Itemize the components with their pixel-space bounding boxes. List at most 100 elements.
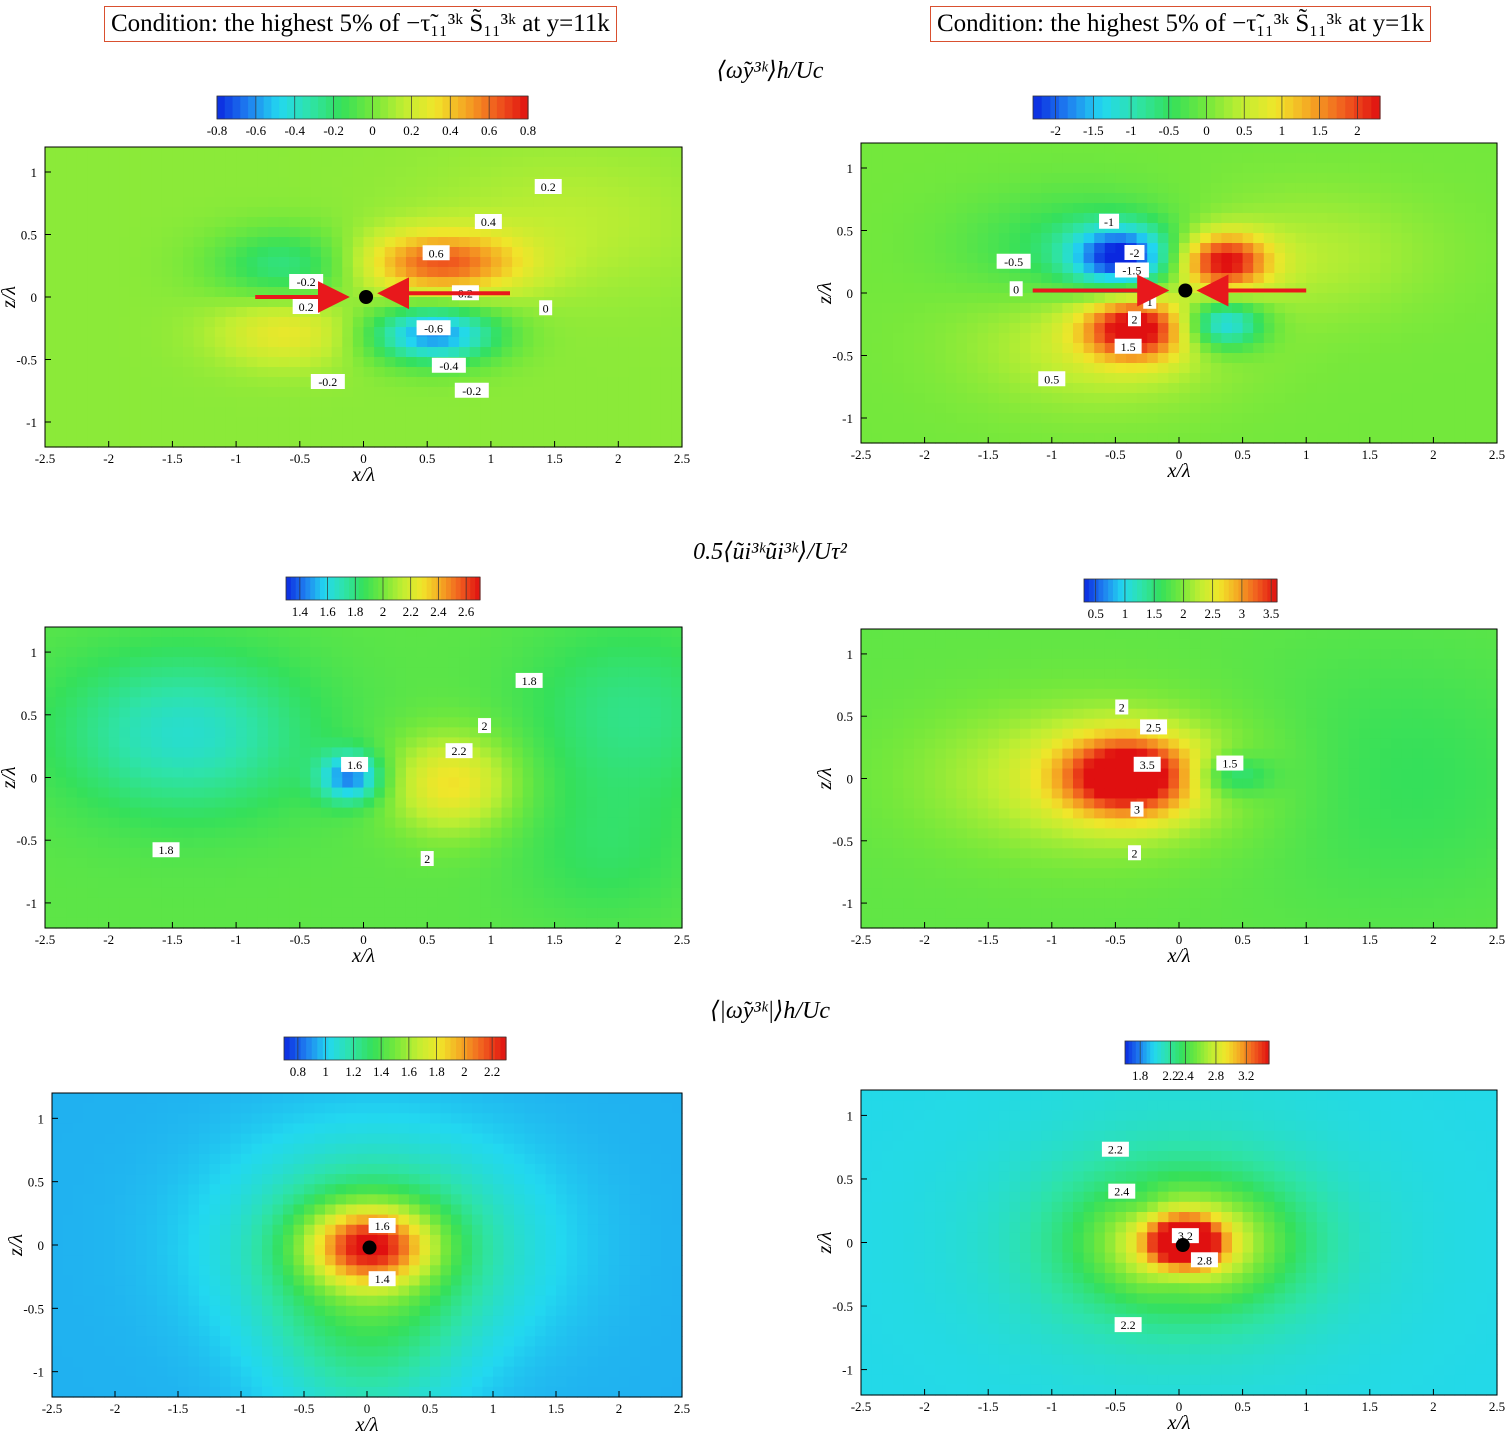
heatmap-cell	[405, 877, 418, 889]
heatmap-cell	[1380, 373, 1392, 384]
heatmap-cell	[448, 427, 460, 438]
heatmap-cell	[1380, 323, 1392, 334]
heatmap-cell	[246, 767, 258, 779]
heatmap-cell	[1083, 193, 1095, 204]
heatmap-cell	[1327, 163, 1339, 174]
heatmap-cell	[660, 147, 672, 158]
heatmap-cell	[1444, 283, 1456, 294]
heatmap-cell	[45, 387, 57, 398]
heatmap-cell	[384, 697, 396, 708]
heatmap-cell	[1073, 433, 1085, 444]
heatmap-cell	[384, 787, 396, 799]
heatmap-cell	[384, 827, 396, 839]
heatmap-cell	[395, 637, 407, 648]
heatmap-cell	[1380, 243, 1392, 254]
heatmap-cell	[363, 427, 375, 438]
heatmap-cell	[119, 407, 131, 418]
heatmap-cell	[172, 737, 184, 748]
heatmap-cell	[299, 247, 312, 258]
heatmap-cell	[1369, 303, 1381, 314]
heatmap-cell	[374, 627, 386, 638]
heatmap-cell	[321, 337, 333, 348]
heatmap-cell	[618, 267, 630, 278]
heatmap-cell	[554, 207, 566, 218]
heatmap-cell	[1030, 173, 1042, 184]
colorbar-tick-label: 0	[1203, 123, 1210, 138]
heatmap-cell	[469, 257, 481, 268]
contour-label-bg	[1114, 262, 1149, 278]
y-tick-label: 0	[31, 290, 38, 305]
heatmap-cell	[988, 393, 1000, 404]
heatmap-cell	[914, 323, 926, 334]
heatmap-cell	[671, 417, 683, 428]
heatmap-cell	[278, 837, 290, 849]
heatmap-cell	[1306, 433, 1318, 444]
heatmap-cell	[1200, 253, 1212, 264]
heatmap-cell	[1295, 283, 1307, 294]
heatmap-cell	[1200, 433, 1212, 444]
heatmap-cell	[76, 887, 89, 899]
heatmap-cell	[1051, 153, 1063, 164]
heatmap-cell	[650, 267, 662, 278]
heatmap-cell	[586, 247, 598, 258]
heatmap-cell	[1285, 263, 1297, 274]
heatmap-cell	[1412, 143, 1424, 154]
heatmap-cell	[861, 353, 873, 364]
heatmap-cell	[480, 167, 492, 178]
heatmap-cell	[967, 363, 979, 374]
heatmap-cell	[1338, 343, 1350, 354]
heatmap-cell	[871, 413, 883, 424]
heatmap-cell	[55, 397, 67, 408]
heatmap-cell	[278, 387, 290, 398]
heatmap-cell	[225, 337, 237, 348]
heatmap-cell	[87, 257, 99, 268]
heatmap-cell	[998, 233, 1010, 244]
heatmap-cell	[903, 303, 915, 314]
heatmap-cell	[1486, 173, 1498, 184]
heatmap-cell	[1094, 323, 1106, 334]
heatmap-cell	[1232, 343, 1244, 354]
heatmap-cell	[967, 153, 979, 164]
heatmap-cell	[1051, 193, 1063, 204]
heatmap-cell	[1157, 343, 1169, 354]
heatmap-cell	[671, 337, 683, 348]
heatmap-cell	[1232, 243, 1244, 254]
heatmap-cell	[639, 207, 651, 218]
heatmap-cell	[1115, 193, 1127, 204]
heatmap-cells	[45, 147, 683, 448]
heatmap-cell	[1380, 143, 1392, 154]
heatmap-cell	[1030, 313, 1042, 324]
heatmap-cell	[299, 267, 312, 278]
heatmap-cell	[597, 377, 609, 388]
heatmap-cell	[924, 333, 936, 344]
heatmap-cell	[352, 797, 365, 809]
contour-label: -0.6	[424, 321, 443, 335]
heatmap-cell	[278, 637, 290, 648]
heatmap-cell	[522, 237, 534, 248]
heatmap-cell	[45, 657, 57, 668]
heatmap-cell	[1179, 293, 1191, 304]
heatmap-cell	[512, 327, 524, 338]
heatmap-cell	[1009, 403, 1021, 414]
heatmap-cell	[671, 347, 683, 358]
heatmap-cell	[310, 777, 322, 789]
heatmap-cell	[1412, 183, 1424, 194]
heatmap-cell	[1083, 243, 1095, 254]
heatmap-cell	[76, 287, 89, 298]
heatmap-cell	[1253, 283, 1265, 294]
heatmap-cell	[1295, 213, 1307, 224]
heatmap-cell	[533, 247, 545, 258]
heatmap-cell	[1104, 343, 1116, 354]
heatmap-cell	[299, 147, 312, 158]
heatmap-cell	[1062, 183, 1074, 194]
heatmap-cell	[1359, 373, 1371, 384]
heatmap-cell	[1295, 323, 1307, 334]
heatmap-cell	[935, 223, 947, 234]
heatmap-cell	[956, 243, 968, 254]
heatmap-cell	[1433, 343, 1445, 354]
heatmap-cell	[140, 867, 152, 879]
heatmap-cell	[998, 383, 1010, 394]
heatmap-cell	[66, 837, 78, 849]
heatmap-cell	[1073, 373, 1085, 384]
heatmap-cell	[586, 257, 598, 268]
